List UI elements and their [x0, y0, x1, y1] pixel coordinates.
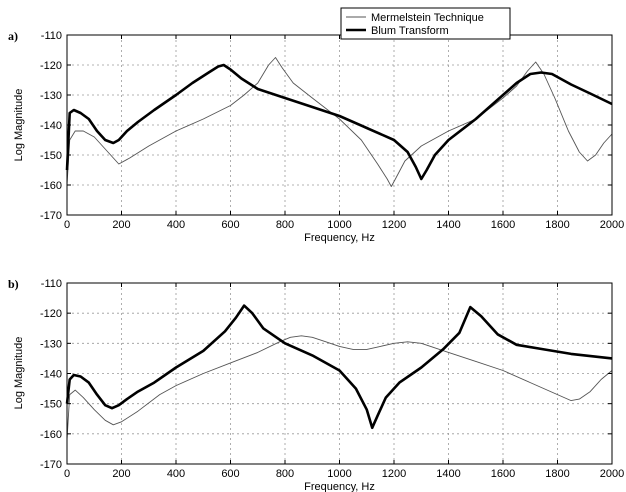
x-tick-label: 1800	[545, 468, 569, 480]
legend-box	[340, 7, 511, 40]
y-tick-label: -160	[40, 429, 62, 441]
legend-entry: Mermelstein Technique	[371, 12, 484, 24]
series-line-blum	[65, 304, 613, 430]
x-tick-label: 600	[221, 468, 239, 480]
x-tick-label: 200	[112, 219, 130, 231]
x-tick-label: 800	[276, 219, 294, 231]
series-line-blum	[65, 63, 613, 181]
series-line-mermelstein	[66, 57, 613, 187]
series-line-mermelstein	[66, 335, 613, 440]
y-tick-label: -120	[40, 60, 62, 72]
y-tick-label: -130	[40, 338, 62, 350]
y-tick-label: -170	[40, 459, 62, 471]
x-tick-label: 1400	[436, 468, 460, 480]
y-tick-label: -150	[40, 399, 62, 411]
panel-label: a)	[8, 29, 18, 43]
y-tick-label: -140	[40, 369, 62, 381]
legend-entry: Blum Transform	[371, 25, 449, 37]
y-tick-label: -130	[40, 90, 62, 102]
x-tick-label: 400	[167, 468, 185, 480]
x-tick-label: 1400	[436, 219, 460, 231]
x-tick-label: 1600	[491, 468, 515, 480]
y-tick-label: -110	[41, 278, 62, 290]
x-tick-label: 200	[112, 468, 130, 480]
y-tick-label: -150	[40, 150, 62, 162]
y-tick-label: -140	[40, 120, 62, 132]
x-tick-label: 1000	[327, 468, 351, 480]
chart-panel-b: 0 200 400 600 800 1000 1200 1400 1600 1800 2000 -11…	[8, 277, 624, 492]
x-tick-label: 1200	[382, 468, 406, 480]
x-tick-label: 400	[167, 219, 185, 231]
y-tick-label: -110	[41, 30, 62, 42]
x-tick-label: 2000	[600, 219, 624, 231]
x-tick-label: 800	[276, 468, 294, 480]
panel-label: b)	[8, 277, 19, 291]
y-tick-label: -170	[40, 210, 62, 222]
x-tick-label: 1600	[491, 219, 515, 231]
x-tick-label: 1200	[382, 219, 406, 231]
x-axis-label: Frequency, Hz	[304, 481, 375, 492]
x-tick-label: 2000	[600, 468, 624, 480]
chart-panel-a: 0 200 400 600 800 1000 1200 1400 1600 1800 2000 -11…	[8, 7, 624, 244]
y-axis-label: Log Magnitude	[13, 337, 25, 410]
x-tick-label: 0	[64, 219, 70, 231]
x-axis-label: Frequency, Hz	[304, 232, 375, 244]
x-tick-label: 600	[221, 219, 239, 231]
x-tick-label: 1000	[327, 219, 351, 231]
x-tick-label: 1800	[545, 219, 569, 231]
y-tick-label: -160	[40, 180, 62, 192]
y-axis-label: Log Magnitude	[13, 89, 25, 162]
x-tick-label: 0	[64, 468, 70, 480]
y-tick-label: -120	[40, 308, 62, 320]
